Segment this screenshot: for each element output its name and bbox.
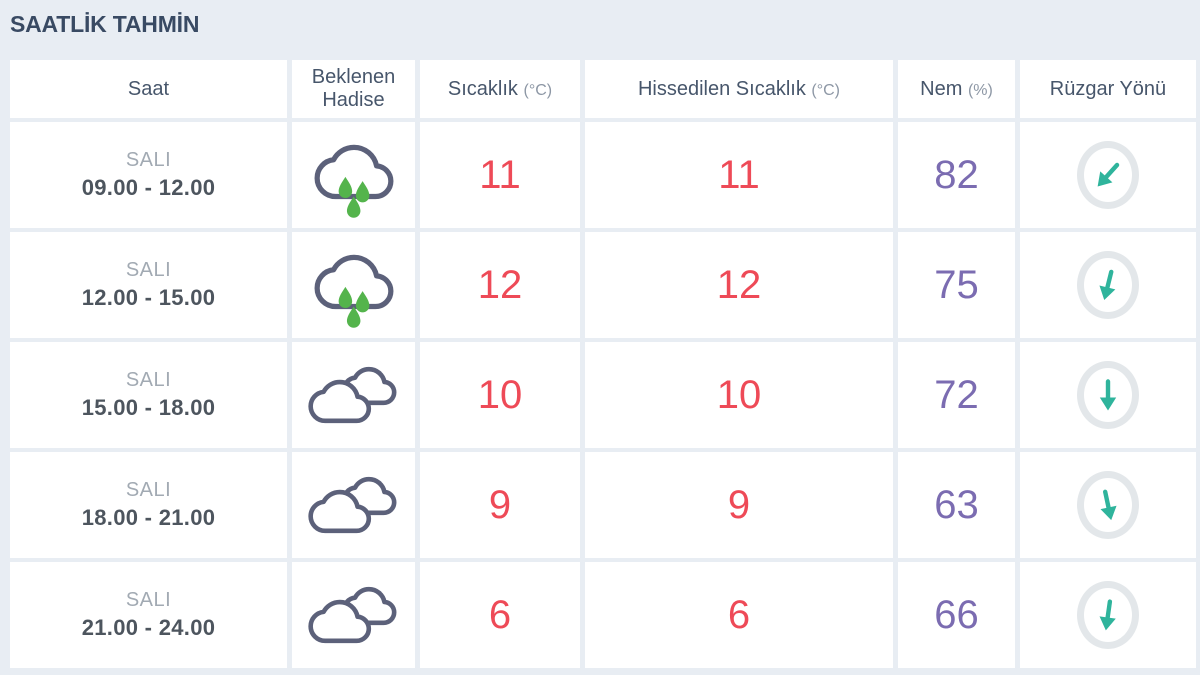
time-cell: SALI 21.00 - 24.00 (10, 562, 287, 668)
day-label: SALI (125, 149, 172, 171)
feels-like-unit: (°C) (811, 81, 840, 99)
column-header-feels-like-label: Hissedilen Sıcaklık (637, 77, 806, 100)
day-label: SALI (125, 259, 172, 281)
rain-cloud-icon (314, 144, 393, 218)
wind-direction-ring (1077, 361, 1139, 429)
table-header-row: Saat Beklenen Hadise Sıcaklık (°C) Hisse… (10, 60, 1196, 118)
humidity-cell: 66 (898, 562, 1015, 668)
humidity-value: 72 (934, 373, 979, 417)
table-row: SALI 18.00 - 21.00 9 9 (10, 452, 1196, 558)
humidity-unit: (%) (967, 81, 993, 99)
wind-direction-arrow-wrap (1090, 377, 1126, 413)
condition-cell (292, 452, 415, 558)
day-label: SALI (125, 479, 172, 501)
feels-like-value: 11 (718, 153, 760, 197)
table-row: SALI 21.00 - 24.00 6 6 (10, 562, 1196, 668)
condition-cell (292, 232, 415, 338)
column-header-humidity-label: Nem (920, 77, 963, 100)
wind-direction-arrow-wrap (1087, 484, 1130, 527)
wind-direction-cell (1020, 562, 1196, 668)
temperature-unit: (°C) (523, 81, 553, 99)
clouds-icon (307, 366, 396, 424)
wind-direction-ring (1077, 581, 1139, 649)
condition-cell (292, 342, 415, 448)
feels-like-value: 6 (727, 593, 751, 637)
column-header-temperature: Sıcaklık (°C) (420, 60, 580, 118)
temperature-cell: 11 (420, 122, 580, 228)
hourly-forecast-table: Saat Beklenen Hadise Sıcaklık (°C) Hisse… (10, 60, 1196, 668)
rain-cloud-icon (314, 254, 393, 328)
time-range-label: 09.00 - 12.00 (81, 175, 216, 200)
temperature-cell: 9 (420, 452, 580, 558)
day-label: SALI (125, 589, 172, 611)
wind-direction-arrow-wrap (1086, 263, 1130, 307)
wind-direction-arrow-icon (1099, 269, 1116, 301)
humidity-cell: 63 (898, 452, 1015, 558)
humidity-value: 75 (934, 263, 979, 307)
page-title: SAATLİK TAHMİN (10, 11, 200, 37)
wind-direction-ring (1077, 251, 1139, 319)
humidity-cell: 75 (898, 232, 1015, 338)
humidity-cell: 72 (898, 342, 1015, 448)
feels-like-value: 10 (716, 373, 762, 417)
humidity-cell: 82 (898, 122, 1015, 228)
wind-direction-arrow-icon (1100, 489, 1117, 521)
condition-cell (292, 122, 415, 228)
column-header-condition: Beklenen Hadise (292, 60, 415, 118)
feels-like-cell: 10 (585, 342, 893, 448)
time-range-label: 21.00 - 24.00 (81, 615, 216, 640)
column-header-feels-like: Hissedilen Sıcaklık (°C) (585, 60, 893, 118)
column-header-condition-label: Beklenen Hadise (311, 66, 396, 111)
humidity-value: 82 (934, 153, 979, 197)
feels-like-cell: 9 (585, 452, 893, 558)
feels-like-cell: 12 (585, 232, 893, 338)
day-label: SALI (125, 369, 172, 391)
feels-like-value: 12 (716, 263, 762, 307)
time-range-label: 18.00 - 21.00 (81, 505, 216, 530)
wind-direction-arrow-icon (1097, 162, 1120, 187)
temperature-value: 12 (477, 263, 523, 307)
time-cell: SALI 09.00 - 12.00 (10, 122, 287, 228)
temperature-value: 9 (488, 483, 512, 527)
temperature-cell: 12 (420, 232, 580, 338)
table-row: SALI 12.00 - 15.00 12 12 (10, 232, 1196, 338)
condition-cell (292, 562, 415, 668)
feels-like-value: 9 (727, 483, 751, 527)
time-cell: SALI 18.00 - 21.00 (10, 452, 287, 558)
wind-direction-arrow-icon (1099, 379, 1117, 411)
wind-direction-ring (1077, 141, 1139, 209)
temperature-cell: 10 (420, 342, 580, 448)
column-header-time: Saat (10, 60, 287, 118)
temperature-value: 6 (488, 593, 512, 637)
temperature-cell: 6 (420, 562, 580, 668)
humidity-value: 66 (934, 593, 979, 637)
wind-direction-cell (1020, 122, 1196, 228)
clouds-icon (307, 476, 396, 534)
column-header-wind-direction: Rüzgar Yönü (1020, 60, 1196, 118)
table-row: SALI 09.00 - 12.00 11 11 (10, 122, 1196, 228)
time-cell: SALI 12.00 - 15.00 (10, 232, 287, 338)
time-cell: SALI 15.00 - 18.00 (10, 342, 287, 448)
column-header-temperature-label: Sıcaklık (447, 77, 518, 100)
wind-direction-cell (1020, 452, 1196, 558)
time-range-label: 12.00 - 15.00 (81, 285, 216, 310)
feels-like-cell: 11 (585, 122, 893, 228)
wind-direction-cell (1020, 232, 1196, 338)
table-row: SALI 15.00 - 18.00 10 10 (10, 342, 1196, 448)
time-range-label: 15.00 - 18.00 (81, 395, 216, 420)
clouds-icon (307, 586, 396, 644)
wind-direction-arrow-wrap (1083, 150, 1134, 201)
wind-direction-cell (1020, 342, 1196, 448)
wind-direction-arrow-wrap (1088, 595, 1129, 636)
temperature-value: 11 (479, 153, 521, 197)
humidity-value: 63 (934, 483, 979, 527)
column-header-time-label: Saat (127, 77, 170, 100)
feels-like-cell: 6 (585, 562, 893, 668)
wind-direction-ring (1077, 471, 1139, 539)
column-header-humidity: Nem (%) (898, 60, 1015, 118)
column-header-wind-direction-label: Rüzgar Yönü (1049, 77, 1167, 100)
wind-direction-arrow-icon (1099, 599, 1116, 631)
temperature-value: 10 (477, 373, 523, 417)
